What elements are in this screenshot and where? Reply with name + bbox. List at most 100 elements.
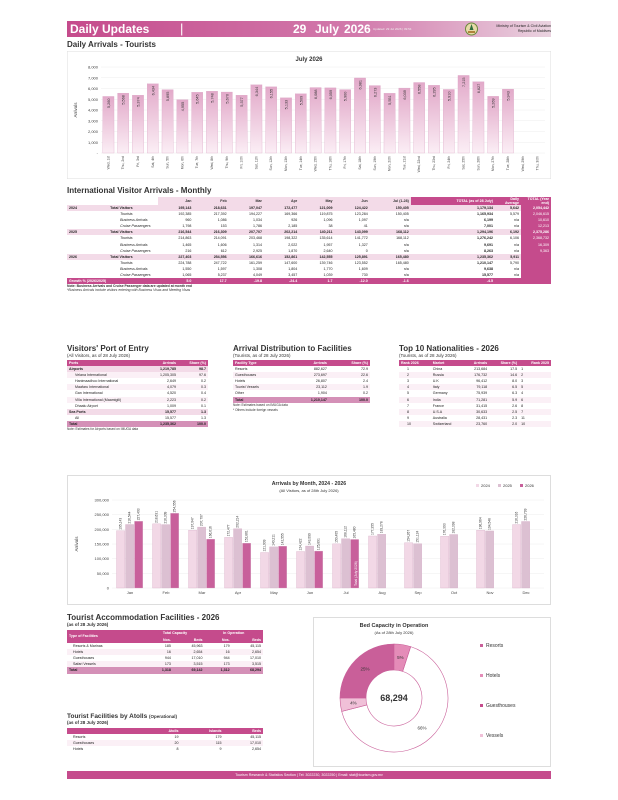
table-cell: Tourists [120,212,133,217]
table-cell: Switzerland [432,421,452,426]
table-cell: n/a [514,248,519,253]
table-cell: 4 [407,385,409,390]
table-cell: 192,385 [178,212,192,217]
data-label: 5,943 [507,91,511,101]
col-header: Apr [263,197,300,205]
table-cell: 5 [521,385,524,390]
table-row: 4 Italy 79,118 6.5 5 [399,384,551,391]
table-cell: 7 [407,403,409,408]
table-cell: 11 [521,415,525,420]
col-header: Jun [334,197,370,205]
table-cell: 5,579 [510,212,519,217]
date-year: 2026 [344,22,371,36]
table-cell: 8,263 [484,248,493,253]
table-cell: 23,760 [476,421,488,426]
table-row: 10 Switzerland 23,760 2.0 10 [399,420,551,428]
ministry-country: Republic of Maldives [517,28,551,33]
table-cell: 5,911 [510,254,519,259]
table-cell: 3,515 [193,662,203,667]
table-row: Resorts 19 179 45,115 [67,734,263,741]
table-cell: 15,577 [164,409,176,414]
table-cell: 6,199 [484,218,493,223]
table-row: Sea Ports 15,577 1.3 [67,408,208,415]
atolls-title: Tourist Facilities by Atolls [67,713,148,720]
table-cell: 0.4 [201,391,206,396]
table-cell: 150,405 [395,206,409,210]
table-cell: 1,465 [182,242,192,247]
col-header: Nos. [204,637,232,644]
table-cell: -24.4 [289,279,298,284]
table-cell: 944 [223,656,230,661]
table-cell: 16,309 [521,241,551,248]
y-tick-label: - [97,151,99,156]
table-cell: 4,049 [252,273,262,278]
table-cell: -12.0 [359,279,368,284]
table-row: 3 U.K 96,412 8.0 3 [399,378,551,385]
table-row: 2024 Total Visitors 195,143 218,631 197,047 1… [67,205,551,212]
table-cell: 1,606 [217,242,227,247]
bar [206,91,218,154]
bar [369,85,381,154]
bar-2026 [134,521,143,589]
table-cell: -1.6 [402,279,409,284]
table-cell: 100.0 [359,397,368,402]
table-row: Guesthouses 273,697 22.6 [233,372,370,379]
legend-label: Guesthouses [486,703,516,709]
y-tick-label: 7,000 [88,75,99,80]
table-cell: 6.3 [512,391,518,396]
data-label: 226,799 [523,508,527,520]
x-tick-label: Tue, 28th [506,156,510,170]
col-header: Rank 2026 [399,360,431,367]
data-label: 216,309 [163,511,167,523]
bar-2026 [314,550,323,589]
x-tick-label: Thu, 30th [536,156,540,170]
table-cell: 2.4 [363,379,368,384]
chart-subtitle: (As of 28th July 2026) [375,630,415,635]
table-cell: 4,079 [166,385,176,390]
data-label: 143,099 [307,533,311,545]
bar-2026 [278,546,287,589]
bar-2025 [449,534,458,589]
table-cell: Other [235,391,244,396]
table-cell [521,272,551,279]
slice [393,643,412,672]
x-tick-label: Apr [235,590,242,595]
table-cell: 9,638 [484,266,493,271]
table-cell: 3 [521,379,524,384]
table-cell: Velana International [75,373,107,378]
x-tick-label: Wed, 29th [521,156,525,172]
table-cell: 119,875 [319,212,333,217]
table-cell: 16 [166,650,171,655]
table-cell: 1,798 [182,224,192,229]
monthly-section-title: International Visitor Arrivals - Monthly [67,186,212,195]
table-cell: 98.7 [199,367,206,372]
table-cell: 30,633 [476,409,488,414]
table-cell: 1,039 [323,273,333,278]
updated-stamp: Updated: 29 Jul 2026 | 09:54 [373,27,412,31]
table-cell: 173 [164,662,171,667]
table-cell: 135,614 [319,236,333,241]
table-cell: 5 [407,391,409,396]
table-row: Airports 1,219,785 98.7 [67,366,208,373]
table-cell: 5.0 [186,279,192,284]
table-cell: 17,010 [250,741,261,746]
bar [280,97,292,154]
data-label: 6,039 [403,90,407,100]
table-cell: 100.0 [197,421,206,426]
data-label: 5,568 [122,95,126,105]
table-cell: 141,772 [354,236,368,241]
bar [487,96,499,154]
table-cell: 2,054,442 [521,205,551,212]
table-cell: Guesthouses [73,656,95,661]
bar-2026 [350,539,359,589]
table-cell: 2.0 [512,421,518,426]
table-cell: 5,642 [510,206,519,210]
table-cell: Safari Vessels [73,662,96,667]
table-cell: 6 [407,397,409,402]
bar [132,95,144,154]
table-cell: 161,259 [248,260,262,265]
table-cell: 1,957 [323,242,333,247]
y-tick-label: 250,000 [95,512,110,517]
y-tick-label: 6,000 [88,86,99,91]
x-tick-label: Wed, 15th [314,156,318,172]
